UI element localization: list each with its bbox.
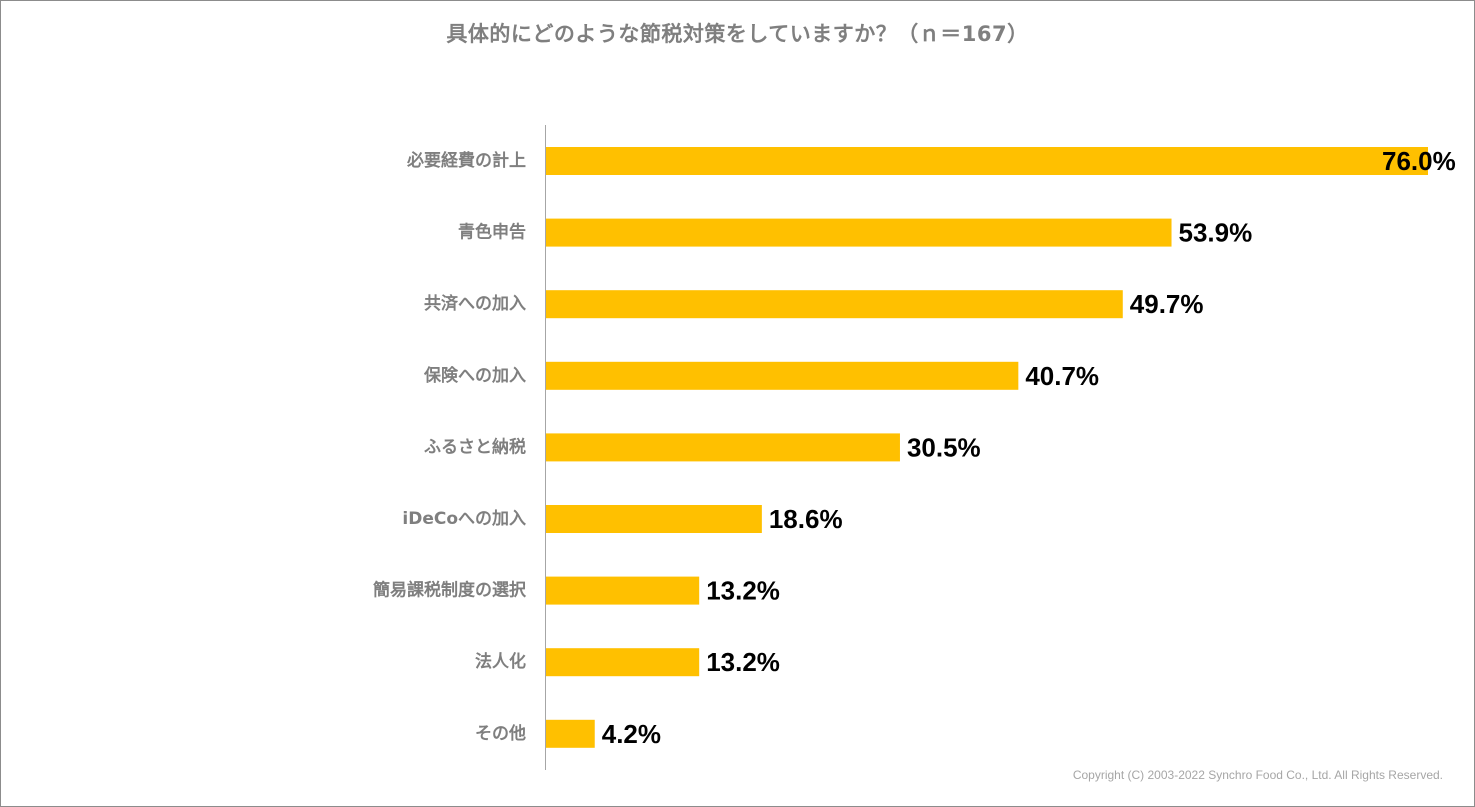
value-label: 18.6% — [769, 504, 843, 534]
value-label: 76.0% — [1382, 146, 1456, 176]
category-label: 青色申告 — [458, 222, 526, 243]
value-label: 49.7% — [1130, 289, 1204, 319]
category-label: 簡易課税制度の選択 — [372, 580, 527, 601]
category-label: ふるさと納税 — [424, 436, 526, 457]
chart-title: 具体的にどのような節税対策をしていますか？（ｎ＝167） — [446, 22, 1029, 46]
value-label: 40.7% — [1025, 361, 1099, 391]
category-label: その他 — [475, 723, 526, 744]
bar-4 — [546, 433, 900, 462]
bar-7 — [546, 648, 700, 677]
category-label: 保険への加入 — [423, 365, 526, 386]
value-label: 30.5% — [907, 432, 981, 462]
category-label: 必要経費の計上 — [406, 150, 526, 171]
bar-5 — [546, 505, 762, 533]
bar-2 — [546, 290, 1123, 319]
value-label: 4.2% — [602, 719, 661, 749]
bar-0 — [546, 147, 1428, 175]
bar-1 — [546, 218, 1172, 247]
bar-8 — [546, 719, 595, 748]
category-label: iDeCoへの加入 — [402, 509, 526, 529]
value-label: 13.2% — [706, 576, 780, 606]
value-label: 53.9% — [1179, 218, 1253, 248]
bar-3 — [546, 361, 1019, 390]
value-label: 13.2% — [706, 647, 780, 677]
copyright-text: Copyright (C) 2003-2022 Synchro Food Co.… — [1072, 768, 1443, 782]
category-label: 共済への加入 — [424, 293, 526, 314]
category-label: 法人化 — [475, 651, 526, 672]
bar-6 — [546, 576, 700, 605]
